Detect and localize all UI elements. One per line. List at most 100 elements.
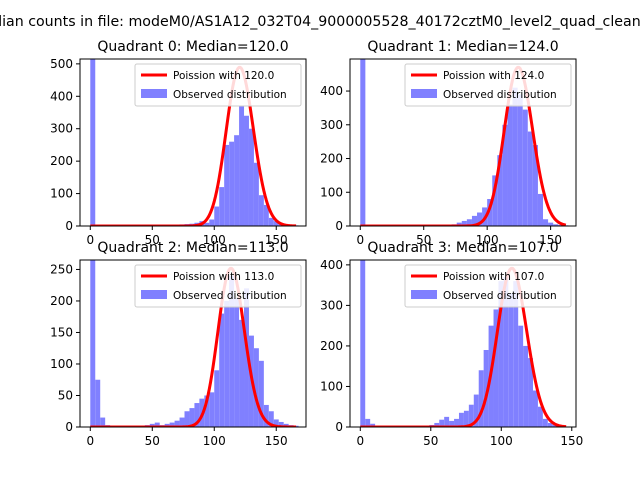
legend-box xyxy=(134,264,302,308)
axes-frame xyxy=(349,58,577,227)
histogram-bar xyxy=(439,419,445,427)
histogram-bar xyxy=(527,131,533,226)
y-tick-label: 250 xyxy=(50,262,73,276)
y-tick-label: 400 xyxy=(320,84,343,98)
histogram-bar xyxy=(154,422,160,427)
histogram-bar xyxy=(507,104,513,226)
axes-frame xyxy=(349,259,577,428)
legend-bar-swatch xyxy=(411,290,437,299)
histogram-bar xyxy=(209,392,215,427)
histogram-bar xyxy=(263,204,269,226)
histogram-bar xyxy=(229,141,235,226)
histogram-bar xyxy=(263,404,269,427)
plot-area xyxy=(360,59,569,226)
x-tick-label: 150 xyxy=(265,434,288,448)
histogram-bar xyxy=(179,417,185,427)
histogram-bar xyxy=(360,260,366,427)
histogram-bar xyxy=(461,220,467,226)
histogram-bar xyxy=(219,187,225,226)
histogram-bar xyxy=(273,419,279,427)
x-tick-label: 0 xyxy=(86,233,94,247)
legend-bar-swatch xyxy=(141,89,167,98)
histogram-bar xyxy=(454,418,459,427)
histogram-bar xyxy=(209,219,215,226)
histogram-bar xyxy=(468,404,474,427)
legend: Poission with 120.0 Observed distribution xyxy=(134,63,302,107)
y-tick-label: 150 xyxy=(50,325,73,339)
x-tick-label: 100 xyxy=(476,233,499,247)
histogram-bar xyxy=(239,319,245,427)
x-tick-label: 100 xyxy=(203,434,226,448)
x-tick-label: 50 xyxy=(145,434,160,448)
histogram-bar xyxy=(229,275,235,427)
x-tick-label: 0 xyxy=(356,233,364,247)
legend-label-observed: Observed distribution xyxy=(443,89,557,101)
y-tick-label: 200 xyxy=(50,154,73,168)
histogram-bar xyxy=(224,144,230,226)
histogram-bar xyxy=(487,199,493,226)
histogram-bar xyxy=(548,222,554,226)
legend-box xyxy=(404,264,572,308)
histogram-bar xyxy=(184,411,190,427)
axes-frame xyxy=(79,58,307,227)
histogram-bar xyxy=(100,417,106,427)
plot-area xyxy=(90,260,299,427)
histogram-bar xyxy=(219,313,225,427)
histogram-bar xyxy=(169,422,175,427)
y-tick-label: 400 xyxy=(50,89,73,103)
histogram-bar xyxy=(493,309,499,427)
histogram-bar xyxy=(458,412,464,427)
y-tick-label: 100 xyxy=(320,185,343,199)
histogram-bar xyxy=(492,175,498,226)
legend: Poission with 124.0 Observed distribution xyxy=(404,63,572,107)
histogram-bar xyxy=(471,215,478,226)
histogram-bar xyxy=(214,206,220,226)
panel-title: Quadrant 2: Median=113.0 xyxy=(97,240,288,256)
histogram-bar xyxy=(497,155,503,226)
y-tick-label: 300 xyxy=(50,122,73,136)
histogram-bar xyxy=(278,421,284,427)
histogram-bar xyxy=(543,219,549,226)
histogram-bar xyxy=(449,420,455,427)
histogram-bar xyxy=(537,193,544,226)
histogram-bar xyxy=(513,281,519,427)
x-tick-label: 50 xyxy=(423,434,438,448)
y-tick-label: 500 xyxy=(50,57,73,71)
histogram-bar xyxy=(503,277,509,427)
panel-quadrant-1: Quadrant 1: Median=124.0 0 50 100 150 0 100 200… xyxy=(320,39,577,247)
histogram-bar xyxy=(244,115,249,226)
histogram-bar xyxy=(508,293,514,427)
panel-title: Quadrant 0: Median=120.0 xyxy=(97,39,288,55)
histogram-bar xyxy=(537,406,543,427)
histogram-bar xyxy=(483,349,489,427)
legend-label-poisson: Poission with 124.0 xyxy=(443,70,544,82)
histogram-bar xyxy=(268,217,274,226)
panel-title: Quadrant 1: Median=124.0 xyxy=(367,39,558,55)
histogram-bar xyxy=(498,281,504,427)
histogram-bar xyxy=(95,379,101,427)
y-tick-label: 0 xyxy=(65,219,73,233)
histogram-bar xyxy=(528,358,533,427)
poisson-curve xyxy=(90,266,297,427)
histogram-bar xyxy=(558,224,564,226)
histogram-bar xyxy=(518,325,524,427)
legend-label-poisson: Poission with 113.0 xyxy=(173,271,274,283)
histogram-bar xyxy=(523,345,529,427)
legend-label-observed: Observed distribution xyxy=(173,290,287,302)
y-tick-label: 0 xyxy=(335,219,343,233)
histogram-bar xyxy=(502,124,508,226)
panel-quadrant-3: Quadrant 3: Median=107.0 0 50 100 150 0 100 200… xyxy=(320,240,583,448)
legend: Poission with 113.0 Observed distribution xyxy=(134,264,302,308)
legend: Poission with 107.0 Observed distribution xyxy=(404,264,572,308)
histogram-bar xyxy=(463,410,469,427)
legend-label-observed: Observed distribution xyxy=(443,290,557,302)
legend-box xyxy=(134,63,302,107)
histogram-bar xyxy=(90,59,96,226)
plot-area xyxy=(90,59,299,226)
histogram-bar xyxy=(90,260,96,427)
panel-title: Quadrant 3: Median=107.0 xyxy=(367,240,558,256)
x-tick-label: 100 xyxy=(203,233,226,247)
histogram-bar xyxy=(552,424,558,427)
histogram-bar xyxy=(234,135,240,226)
